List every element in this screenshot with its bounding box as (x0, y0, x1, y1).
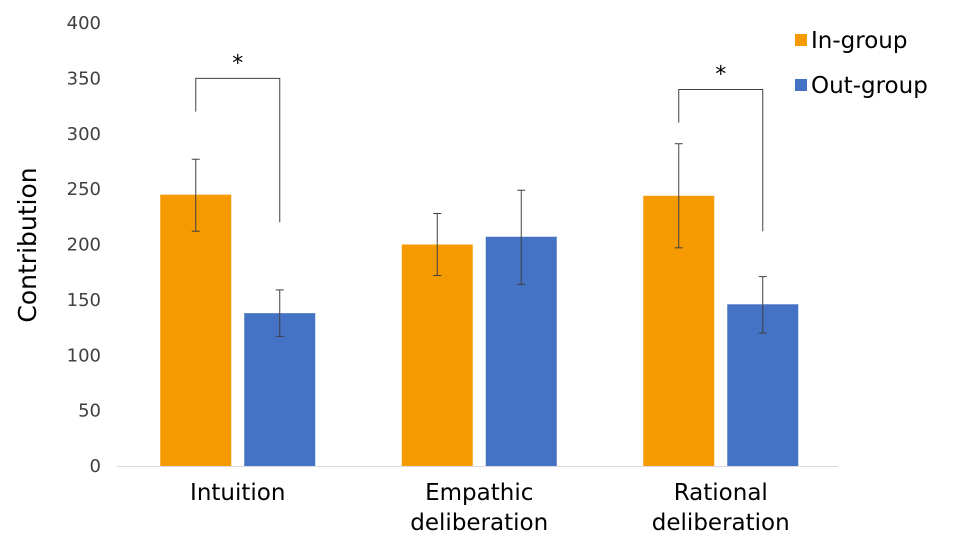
y-tick-label: 50 (78, 401, 101, 422)
legend-swatch (795, 79, 807, 91)
significance-bracket (195, 77, 281, 223)
y-tick-label: 400 (67, 13, 101, 34)
significance-bracket (678, 88, 764, 232)
bar-out-group-0 (244, 313, 316, 466)
y-tick-label: 250 (67, 179, 101, 200)
significance-marker: * (232, 51, 243, 76)
y-tick-label: 350 (67, 68, 101, 89)
y-tick-label: 100 (67, 345, 101, 366)
x-category-label: Empathic deliberation (410, 480, 548, 536)
x-category-label: Intuition (190, 480, 285, 506)
legend-swatch (795, 34, 807, 46)
significance-marker: * (715, 62, 726, 87)
bar-in-group-1 (401, 244, 473, 466)
y-tick-label: 200 (67, 235, 101, 256)
bar-in-group-0 (160, 194, 232, 466)
legend-label: Out-group (811, 73, 928, 99)
x-category-label: Rational deliberation (652, 480, 790, 536)
y-tick-label: 0 (90, 456, 101, 477)
legend-label: In-group (811, 28, 907, 54)
y-tick-label: 150 (67, 290, 101, 311)
y-tick-label: 300 (67, 124, 101, 145)
y-axis-label: Contribution (13, 167, 42, 322)
